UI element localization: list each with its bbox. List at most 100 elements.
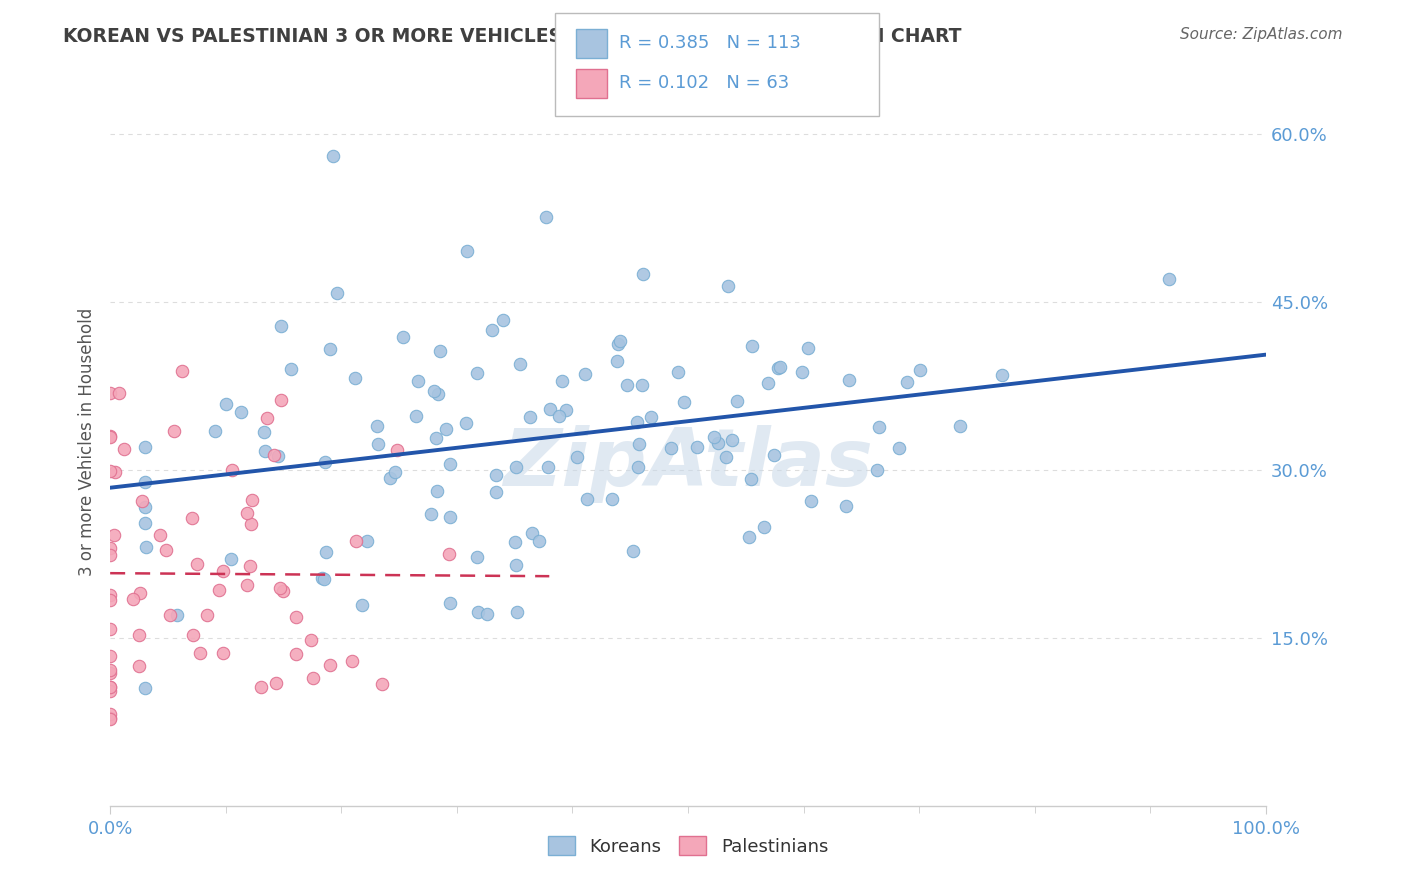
Point (720, 433, 742, 447)
Point (437, 547, 460, 561)
Point (211, 564, 233, 578)
Point (263, 448, 285, 462)
Point (264, 676, 287, 690)
Point (659, 441, 682, 455)
Point (128, 628, 150, 642)
Point (762, 448, 785, 462)
Point (616, 378, 638, 392)
Point (439, 457, 461, 471)
Point (896, 375, 918, 389)
Point (527, 533, 550, 548)
Point (485, 485, 508, 500)
Point (271, 584, 294, 599)
Point (219, 551, 242, 566)
Y-axis label: 3 or more Vehicles in Household: 3 or more Vehicles in Household (79, 308, 96, 576)
Point (98, 541, 121, 556)
Text: KOREAN VS PALESTINIAN 3 OR MORE VEHICLES IN HOUSEHOLD CORRELATION CHART: KOREAN VS PALESTINIAN 3 OR MORE VEHICLES… (63, 27, 962, 45)
Point (98, 712, 121, 726)
Point (631, 268, 654, 282)
Point (797, 341, 820, 355)
Point (477, 607, 499, 622)
Point (673, 395, 696, 409)
Point (98, 429, 121, 443)
Point (269, 581, 291, 595)
Point (319, 658, 342, 673)
Point (391, 330, 413, 344)
Point (426, 484, 449, 499)
Point (991, 368, 1014, 383)
Text: ZipAtlas: ZipAtlas (503, 425, 873, 503)
Point (631, 378, 654, 392)
Point (98, 622, 121, 636)
Point (270, 392, 292, 407)
Point (538, 401, 561, 416)
Point (108, 385, 131, 400)
Point (98, 430, 121, 444)
Point (188, 646, 211, 660)
Point (212, 646, 235, 660)
Point (548, 409, 571, 423)
Point (204, 424, 226, 438)
Point (627, 460, 650, 475)
Point (741, 339, 763, 353)
Point (299, 632, 322, 647)
Point (98, 707, 121, 722)
Point (706, 436, 728, 450)
Point (738, 530, 761, 544)
Text: Source: ZipAtlas.com: Source: ZipAtlas.com (1180, 27, 1343, 42)
Point (505, 558, 527, 573)
Point (717, 279, 740, 293)
Point (406, 375, 429, 389)
Point (302, 671, 325, 685)
Point (98, 463, 121, 477)
Point (98, 663, 121, 677)
Point (910, 363, 932, 377)
Point (889, 442, 911, 456)
Point (267, 450, 290, 464)
Point (869, 419, 891, 434)
Point (128, 659, 150, 673)
Point (439, 597, 461, 611)
Point (98, 680, 121, 694)
Point (322, 149, 344, 163)
Point (215, 397, 238, 411)
Point (505, 459, 527, 474)
Point (98, 680, 121, 694)
Point (766, 361, 789, 376)
Point (229, 405, 252, 419)
Point (606, 354, 628, 368)
Point (315, 545, 337, 559)
Point (314, 572, 336, 586)
Point (367, 436, 389, 450)
Point (422, 384, 444, 399)
Point (537, 460, 560, 475)
Point (384, 465, 406, 479)
Point (134, 475, 156, 489)
Point (609, 334, 631, 348)
Point (385, 442, 408, 457)
Point (311, 571, 333, 585)
Point (405, 409, 427, 423)
Point (236, 506, 259, 520)
Point (98, 665, 121, 680)
Point (98, 593, 121, 607)
Point (506, 605, 529, 619)
Point (509, 357, 531, 371)
Point (104, 465, 127, 479)
Point (121, 591, 143, 606)
Point (112, 442, 135, 457)
Point (356, 534, 378, 549)
Point (686, 440, 709, 454)
Point (162, 425, 184, 439)
Point (835, 500, 858, 514)
Point (253, 444, 276, 458)
Point (350, 598, 373, 612)
Point (1157, 272, 1180, 286)
Point (236, 578, 259, 592)
Point (98, 386, 121, 401)
Point (752, 519, 775, 533)
Point (342, 654, 364, 668)
Point (716, 450, 738, 464)
Point (380, 471, 402, 485)
Point (503, 535, 526, 549)
